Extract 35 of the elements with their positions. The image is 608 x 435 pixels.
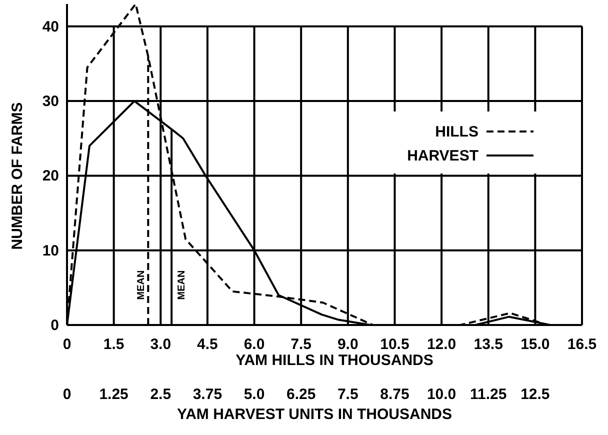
x-tick-label: 10.5 xyxy=(380,336,410,353)
x-tick-label: 12.0 xyxy=(426,336,456,353)
x2-tick-label: 8.75 xyxy=(380,386,410,403)
x2-tick-label: 7.5 xyxy=(337,386,358,403)
y-tick-label: 0 xyxy=(50,317,59,334)
x2-tick-label: 12.5 xyxy=(520,386,550,403)
x2-tick-label: 1.25 xyxy=(99,386,128,403)
x2-axis-title: YAM HARVEST UNITS IN THOUSANDS xyxy=(176,406,452,423)
legend-label: HILLS xyxy=(435,124,478,140)
x2-tick-label: 6.25 xyxy=(286,386,316,403)
ref-line-label: MEAN xyxy=(136,270,148,300)
x-tick-label: 16.5 xyxy=(567,336,597,353)
x2-tick-label: 2.5 xyxy=(150,386,172,403)
x-tick-label: 1.5 xyxy=(103,336,124,353)
x-tick-label: 4.5 xyxy=(197,336,218,353)
y-tick-label: 30 xyxy=(42,93,59,110)
y-axis-title: NUMBER OF FARMS xyxy=(9,102,26,250)
x2-tick-label: 11.25 xyxy=(470,386,507,403)
legend-label: HARVEST xyxy=(407,148,478,164)
x-tick-label: 13.5 xyxy=(474,336,503,353)
x2-tick-label: 5.0 xyxy=(244,386,265,403)
ref-line-label: MEAN xyxy=(176,270,188,300)
x-tick-label: 3.0 xyxy=(150,336,172,353)
x-tick-label: 9.0 xyxy=(337,336,358,353)
x2-tick-label: 0 xyxy=(62,386,72,403)
y-tick-label: 10 xyxy=(42,242,59,260)
x-axis-title: YAM HILLS IN THOUSANDS xyxy=(236,352,434,369)
x-tick-label: 0 xyxy=(62,336,72,353)
y-tick-label: 40 xyxy=(42,18,59,36)
x-tick-label: 7.5 xyxy=(290,336,312,353)
x2-tick-label: 3.75 xyxy=(192,386,222,403)
x-tick-label: 15.0 xyxy=(520,336,550,353)
y-tick-label: 20 xyxy=(42,168,59,185)
x-tick-label: 6.0 xyxy=(244,336,265,353)
x2-tick-label: 10.0 xyxy=(426,386,456,403)
